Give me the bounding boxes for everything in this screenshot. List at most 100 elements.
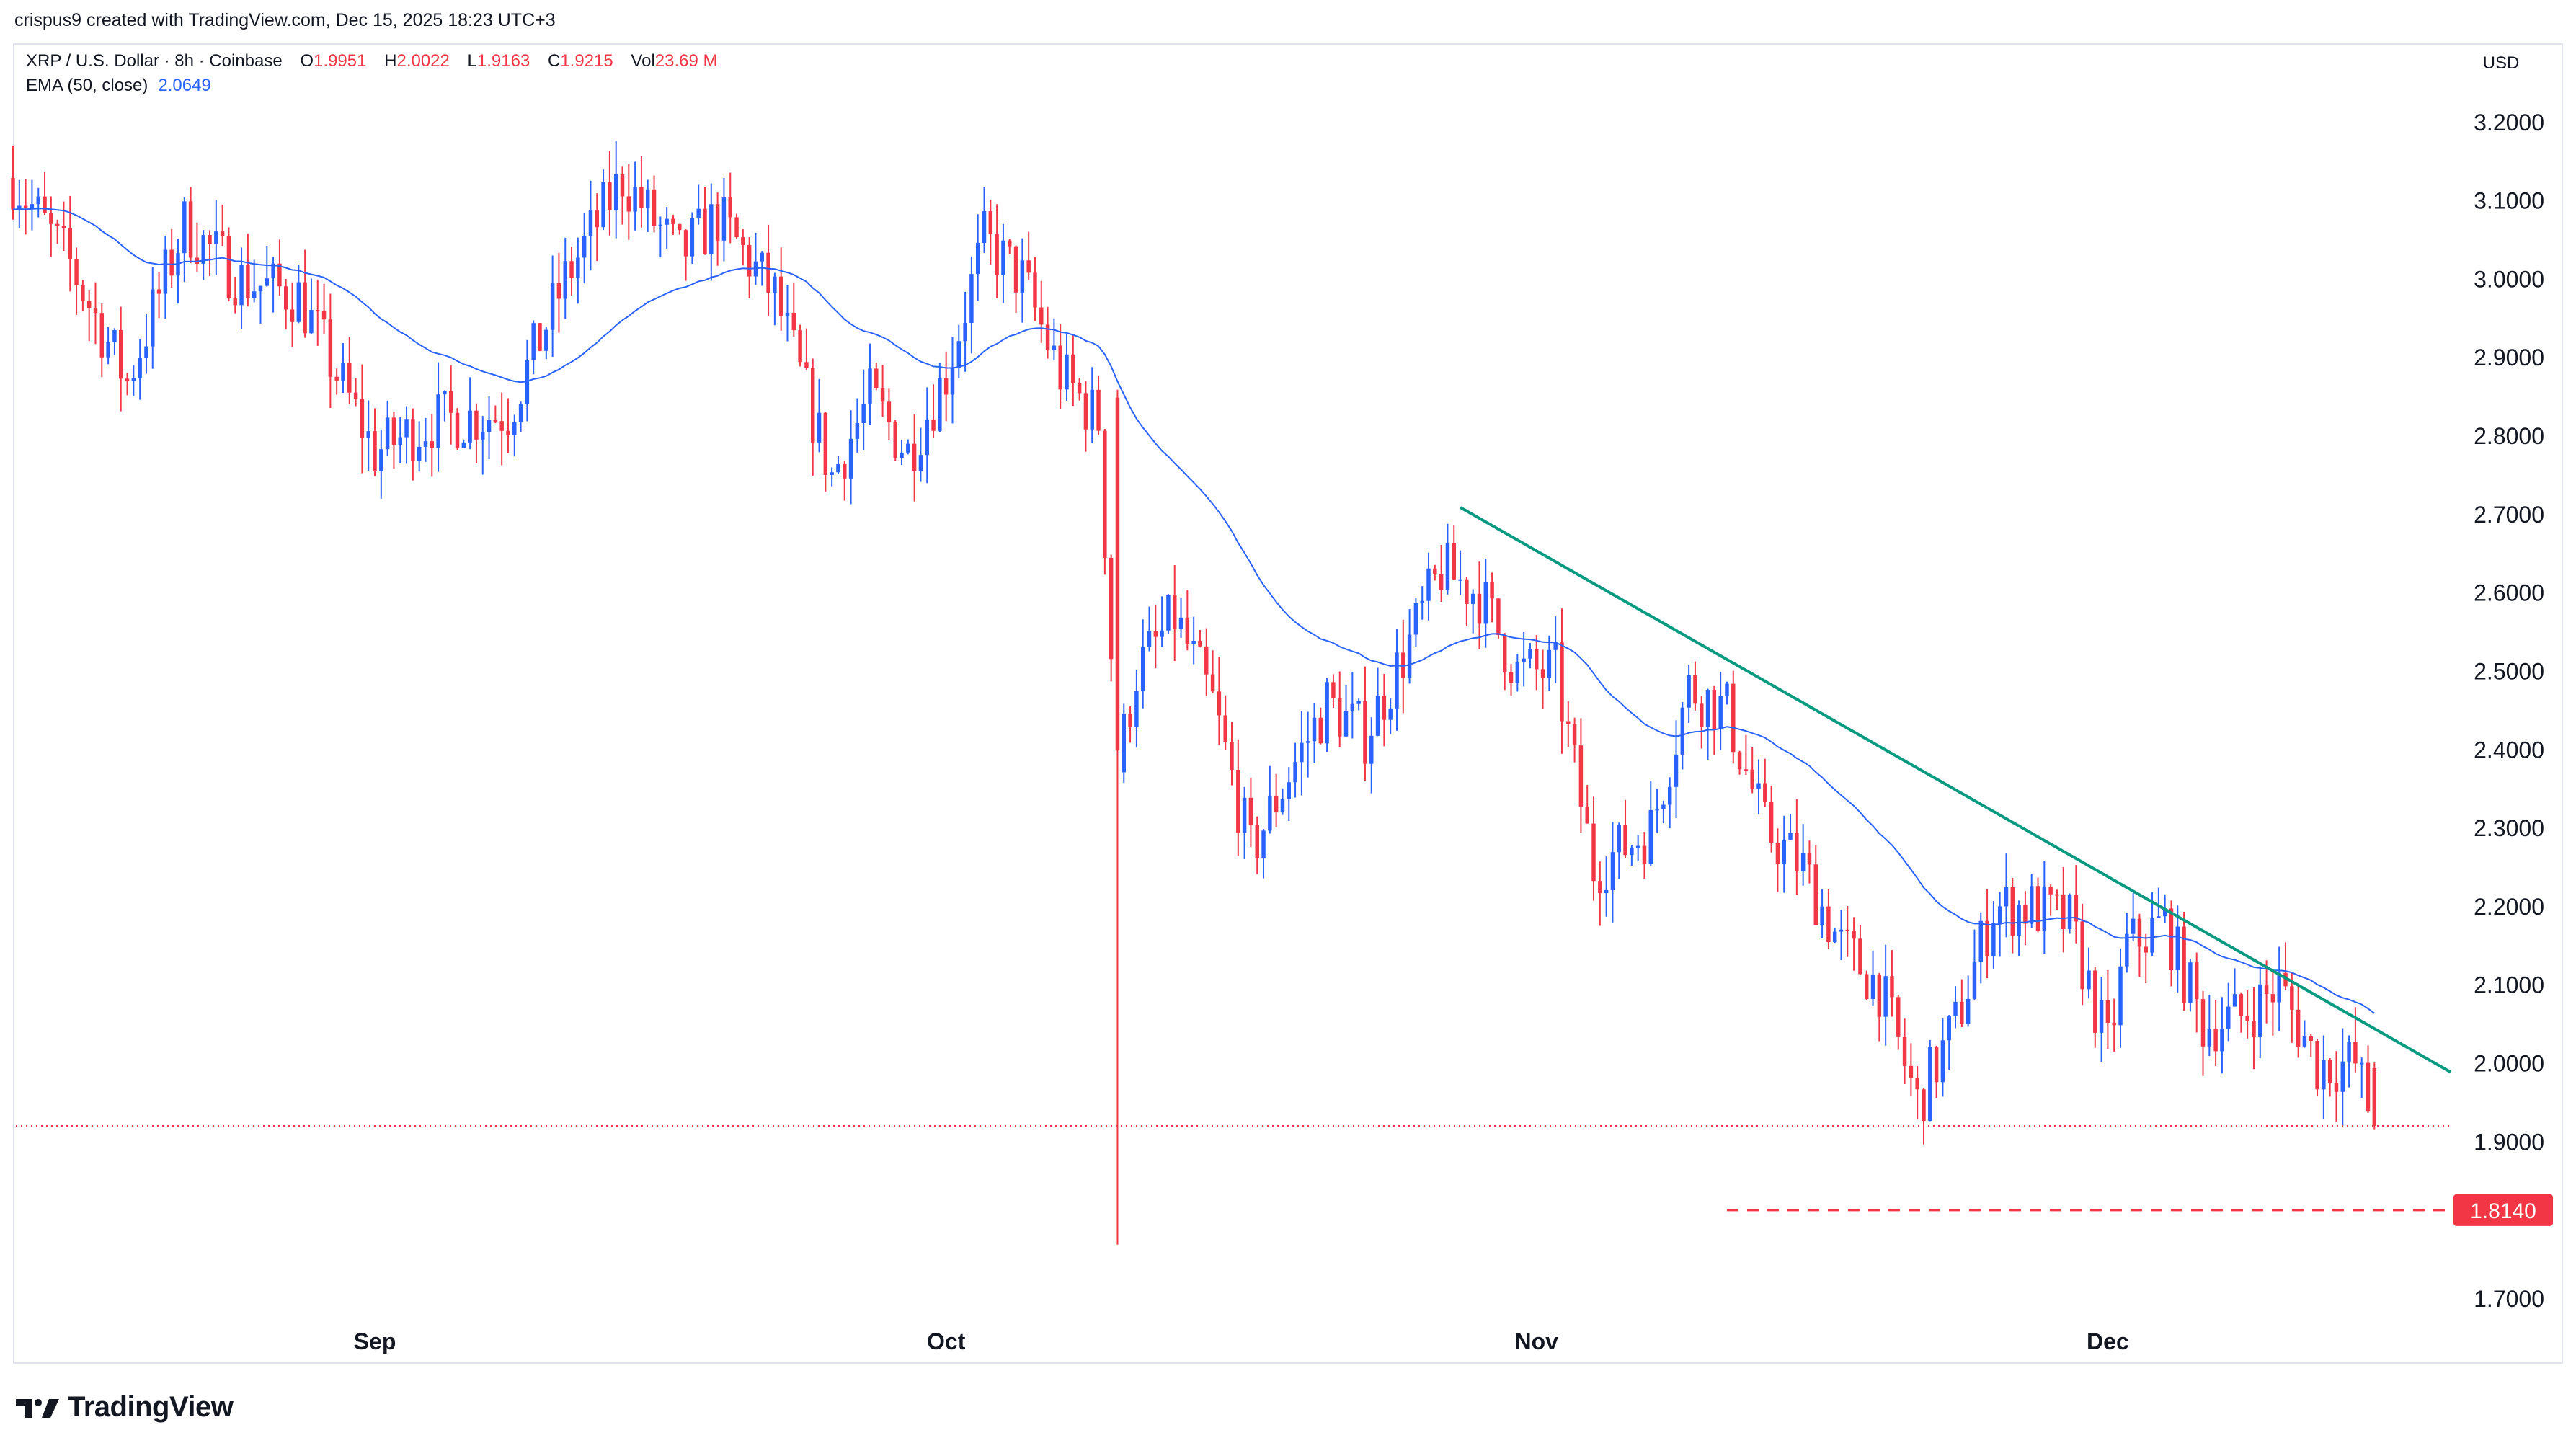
candle-body [1261, 830, 1266, 858]
candle-body [1083, 393, 1088, 430]
candle-body [1737, 752, 1742, 770]
candle-body [430, 441, 435, 448]
y-tick-label: 2.4000 [2474, 737, 2544, 763]
candle-body [1769, 801, 1774, 843]
candle-body [1560, 642, 1564, 722]
candle-body [1337, 698, 1342, 737]
candle-body [2270, 994, 2275, 1003]
candle-body [1483, 582, 1488, 624]
candle-body [169, 249, 174, 276]
candle-body [468, 410, 472, 443]
candle-body [975, 243, 980, 275]
candle-body [118, 330, 123, 379]
candle-body [741, 237, 745, 245]
tradingview-logo[interactable]: TradingView [16, 1391, 234, 1424]
candle-body [925, 419, 929, 456]
candle-body [1591, 823, 1596, 882]
candle-body [1268, 795, 1272, 831]
candle-body [1458, 579, 1462, 581]
candle-body [810, 368, 815, 443]
candle-body [1635, 845, 1640, 848]
symbol-label[interactable]: XRP / U.S. Dollar · 8h · Coinbase [26, 51, 283, 71]
candle-body [683, 230, 688, 257]
candle-body [906, 443, 910, 453]
currency-button[interactable]: USD [2458, 48, 2544, 79]
candle-body [391, 417, 396, 445]
candle-body [2074, 895, 2079, 922]
candle-body [1648, 809, 1653, 864]
candle-body [1242, 797, 1247, 833]
candle-body [2239, 994, 2244, 1016]
candle-body [963, 322, 967, 342]
candle-body [1870, 974, 1875, 999]
candle-body [1090, 389, 1094, 430]
candle-body [1013, 246, 1018, 293]
brand-name: TradingView [68, 1391, 234, 1423]
candle-body [1756, 783, 1761, 789]
candle-body [1978, 920, 1983, 962]
candle-body [2010, 887, 2015, 936]
candle-body [2252, 1021, 2256, 1038]
candle-body [817, 412, 822, 443]
candle-body [658, 224, 663, 226]
candle-body [1470, 593, 1475, 604]
candle-body [2366, 1062, 2371, 1112]
close-label: C [547, 51, 561, 71]
candle-body [1775, 843, 1780, 864]
candle-body [943, 378, 949, 395]
candle-body [848, 438, 853, 479]
candle-body [1363, 701, 1367, 764]
candle-body [1820, 906, 1824, 925]
candle-body [1744, 769, 1749, 771]
candle-body [1033, 272, 1037, 308]
candle-body [938, 378, 942, 431]
candle-body [1445, 543, 1450, 590]
candle-body [639, 187, 644, 208]
candle-body [1832, 931, 1837, 943]
ema-label[interactable]: EMA (50, close) [26, 76, 148, 95]
candle-body [252, 291, 257, 298]
candle-body [2105, 1000, 2110, 1023]
candle-body [1039, 307, 1044, 325]
candle-body [747, 244, 752, 277]
candle-body [1782, 839, 1786, 864]
candle-body [1991, 923, 1996, 956]
open-label: O [300, 51, 314, 71]
candle-body [1230, 742, 1234, 771]
candle-body [2144, 946, 2148, 953]
candle-body [1997, 906, 2002, 923]
candle-body [493, 420, 498, 422]
candle-body [246, 265, 250, 298]
candle-body [620, 174, 625, 197]
candle-body [2118, 966, 2123, 1026]
candle-body [423, 441, 428, 447]
candle-body [874, 368, 879, 388]
candle-body [601, 182, 605, 228]
candle-body [163, 249, 168, 294]
candle-body [2347, 1042, 2351, 1062]
candle-body [823, 412, 828, 475]
candle-body [214, 231, 218, 244]
candle-body [690, 218, 695, 257]
candle-body [1026, 260, 1031, 273]
chart-pane[interactable] [13, 43, 2563, 1364]
candle-body [411, 419, 415, 462]
candle-body [1566, 721, 1571, 724]
candle-body [201, 235, 205, 264]
candle-body [1052, 345, 1057, 350]
candle-body [1356, 701, 1361, 704]
candle-body [2302, 1036, 2307, 1047]
high-label: H [384, 51, 397, 71]
ema-row: EMA (50, close) 2.0649 [26, 74, 718, 98]
candle-body [2322, 1060, 2326, 1090]
candle-body [156, 289, 161, 294]
high-value: 2.0022 [396, 51, 450, 71]
candle-body [2112, 1022, 2116, 1026]
ema-value: 2.0649 [158, 76, 211, 95]
candle-body [569, 261, 574, 278]
candle-body [1528, 649, 1532, 659]
candle-body [785, 312, 790, 316]
candle-body [1191, 641, 1196, 644]
y-tick-label: 2.1000 [2474, 972, 2544, 998]
